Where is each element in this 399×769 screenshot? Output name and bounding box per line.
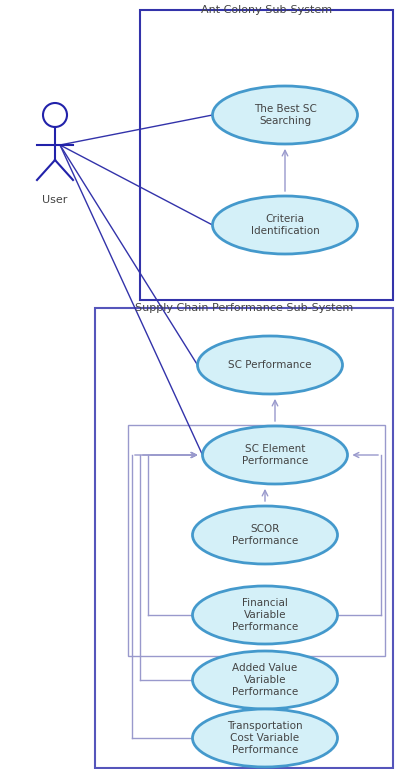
Text: SC Element
Performance: SC Element Performance bbox=[242, 444, 308, 466]
Text: SC Performance: SC Performance bbox=[228, 360, 312, 370]
Text: Criteria
Identification: Criteria Identification bbox=[251, 214, 319, 236]
Ellipse shape bbox=[192, 586, 338, 644]
Ellipse shape bbox=[192, 709, 338, 767]
Ellipse shape bbox=[213, 196, 358, 254]
Ellipse shape bbox=[192, 651, 338, 709]
Text: Supply Chain Performance Sub-System: Supply Chain Performance Sub-System bbox=[135, 303, 353, 313]
Ellipse shape bbox=[203, 426, 348, 484]
Text: Ant Colony Sub-System: Ant Colony Sub-System bbox=[201, 5, 332, 15]
Text: Financial
Variable
Performance: Financial Variable Performance bbox=[232, 598, 298, 632]
Text: SCOR
Performance: SCOR Performance bbox=[232, 524, 298, 546]
Bar bbox=[95, 308, 393, 768]
Ellipse shape bbox=[192, 506, 338, 564]
Ellipse shape bbox=[198, 336, 342, 394]
Text: The Best SC
Searching: The Best SC Searching bbox=[253, 104, 316, 126]
Text: Added Value
Variable
Performance: Added Value Variable Performance bbox=[232, 663, 298, 697]
Bar bbox=[140, 10, 393, 300]
Text: Transportation
Cost Variable
Performance: Transportation Cost Variable Performance bbox=[227, 721, 303, 755]
Bar bbox=[128, 425, 385, 656]
Ellipse shape bbox=[213, 86, 358, 144]
Text: User: User bbox=[42, 195, 68, 205]
